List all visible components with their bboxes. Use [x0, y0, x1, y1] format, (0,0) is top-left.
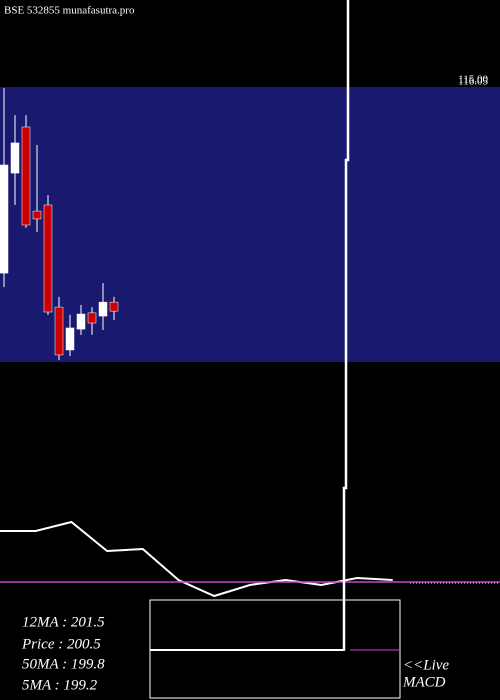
candle-body: [54, 306, 64, 356]
candle-body: [98, 301, 108, 317]
stat: Price : 200.5: [21, 636, 101, 652]
chart-title: BSE 532855 munafasutra.pro: [4, 5, 135, 17]
candle-body: [21, 126, 31, 226]
candle-body: [32, 210, 42, 220]
candle-body: [0, 164, 9, 274]
candle-body: [43, 204, 53, 313]
note: <<Live: [403, 657, 449, 673]
candle-body: [109, 301, 119, 312]
stat: 5MA : 199.2: [22, 677, 98, 693]
candle-body: [10, 142, 20, 174]
marker-line: [342, 0, 350, 650]
series-line: [0, 520, 393, 598]
candle-body: [65, 327, 75, 351]
stat: 50MA : 199.8: [22, 656, 105, 672]
note: MACD: [402, 674, 446, 690]
price-label: 115.00: [458, 74, 488, 86]
stat: 12MA : 201.5: [22, 614, 105, 630]
candle-body: [76, 313, 86, 330]
price-band: [0, 87, 500, 362]
candle-body: [87, 312, 97, 324]
price-label: 116.05: [458, 76, 488, 88]
